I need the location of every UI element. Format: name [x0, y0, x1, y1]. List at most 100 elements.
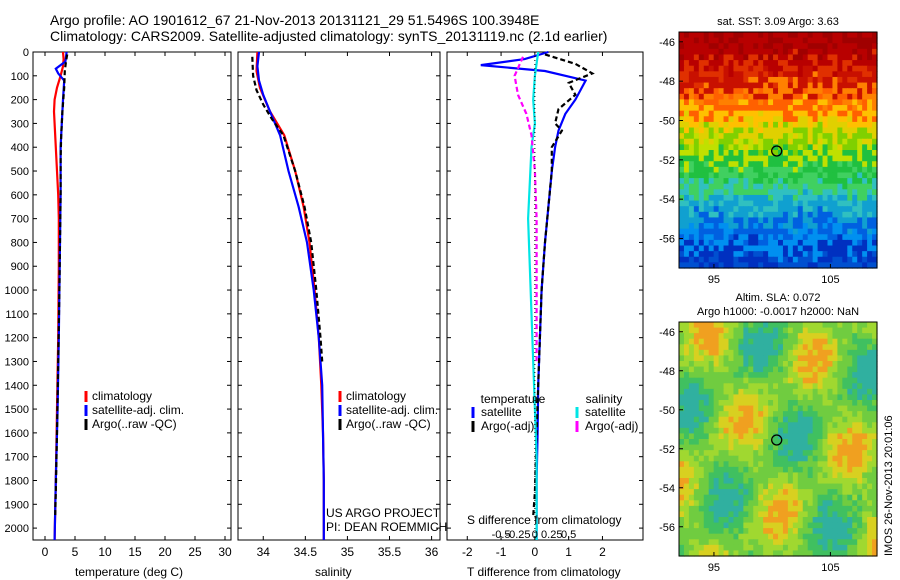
sst-map-cell: [708, 262, 715, 269]
sst-map-cell: [688, 155, 695, 162]
sst-map-cell: [698, 60, 705, 67]
sst-map-cell: [802, 223, 809, 230]
sla-map-cell: [817, 494, 824, 501]
sla-map-cell: [812, 472, 819, 479]
sla-map-cell: [832, 349, 838, 357]
sst-map-cell: [708, 138, 715, 145]
sla-map-cell: [837, 344, 843, 351]
sla-map-cell: [778, 483, 784, 490]
sst-map-cell: [763, 71, 769, 78]
sst-map-cell: [768, 172, 774, 179]
sla-map-cell: [822, 333, 829, 340]
sst-map-cell: [842, 183, 848, 190]
sla-map-cell: [802, 377, 809, 384]
sst-map-cell: [693, 88, 700, 95]
sst-map-cell: [679, 65, 685, 72]
sla-map-cell: [807, 361, 814, 368]
sst-map-cell: [872, 110, 878, 117]
sst-map-cell: [807, 88, 814, 95]
sla-map-cell: [733, 455, 739, 462]
sst-map-cell: [753, 110, 759, 117]
sst-map-cell: [842, 48, 848, 56]
temperature-ytick-label: 400: [11, 142, 29, 154]
sst-map-cell: [782, 166, 789, 174]
sla-map-cell: [832, 372, 838, 379]
sst-map-cell: [782, 200, 789, 207]
sst-map-cell: [807, 194, 814, 202]
sst-map-cell: [728, 178, 735, 185]
sla-map-cell: [733, 439, 739, 446]
difference-series-s-satellite: [526, 51, 540, 540]
sla-map-cell: [842, 550, 848, 557]
sst-map-cell: [688, 37, 695, 44]
sla-map-cell: [812, 505, 819, 513]
sla-map-cell: [773, 528, 779, 535]
sst-map-cell: [728, 228, 735, 235]
sla-map-cell: [718, 394, 725, 401]
sst-map-cell: [802, 262, 809, 269]
difference-s-tick-label: -0.25: [505, 529, 530, 541]
sla-map-cell: [802, 550, 809, 557]
sla-map-cell: [703, 522, 710, 529]
sla-map-cell: [743, 511, 749, 518]
sst-map-cell: [837, 60, 843, 67]
sst-map-cell: [802, 110, 809, 117]
sst-map-cell: [857, 43, 863, 50]
sst-map-cell: [832, 37, 838, 44]
sla-map-cell: [802, 466, 809, 474]
sla-map-cell: [713, 522, 720, 529]
sst-map-cell: [698, 161, 705, 168]
sla-map-cell: [718, 377, 725, 384]
sst-map-cell: [837, 194, 843, 202]
sla-map-cell: [763, 505, 769, 513]
sst-map-cell: [787, 256, 794, 263]
sst-map-cell: [738, 60, 744, 67]
sla-map-cell: [832, 511, 838, 518]
sst-map-cell: [738, 116, 744, 123]
sst-map-cell: [792, 194, 799, 202]
sla-map-cell: [713, 377, 720, 384]
sst-map-cell: [773, 116, 779, 123]
sla-map-cell: [872, 505, 878, 513]
sla-map-cell: [753, 383, 759, 390]
sst-map-cell: [812, 60, 819, 67]
sst-map-cell: [792, 71, 799, 78]
sla-map-cell: [763, 461, 769, 468]
sla-map-cell: [703, 466, 710, 474]
sst-map-cell: [688, 178, 695, 185]
sst-map-cell: [842, 228, 848, 235]
temperature-ytick-label: 600: [11, 190, 29, 202]
temperature-ytick-label: 800: [11, 237, 29, 249]
sla-map-cell: [693, 422, 700, 429]
sst-map-cell: [693, 223, 700, 230]
sla-map-cell: [683, 500, 690, 507]
sla-map-cell: [807, 517, 814, 524]
sla-map-cell: [738, 394, 744, 401]
difference-legend-label: satellite: [481, 405, 522, 419]
sst-map-cell: [827, 161, 834, 168]
sla-map-cell: [812, 349, 819, 357]
sst-map-cell: [778, 60, 784, 67]
sla-map-cell: [857, 366, 863, 373]
sla-map-cell: [718, 383, 725, 390]
sla-map-cell: [698, 422, 705, 429]
sst-map-cell: [723, 211, 730, 219]
sla-map-cell: [703, 483, 710, 490]
sst-map-cell: [837, 206, 843, 213]
sst-map-cell: [817, 183, 824, 190]
sla-map-cell: [743, 416, 749, 423]
sst-map-cell: [708, 144, 715, 151]
sst-map-cell: [728, 71, 735, 78]
sla-map-cell: [872, 349, 878, 357]
sst-map-cell: [753, 200, 759, 207]
sst-map-cell: [703, 262, 710, 269]
sla-map-cell: [857, 533, 863, 540]
sst-map-cell: [683, 211, 690, 219]
sst-map-cell: [792, 150, 799, 157]
sst-map-cell: [713, 110, 720, 117]
sla-map-cell: [797, 444, 804, 451]
sst-map-cell: [753, 71, 759, 78]
sla-map-cell: [867, 366, 873, 373]
sst-map-cell: [683, 54, 690, 61]
sla-map-cell: [797, 472, 804, 479]
